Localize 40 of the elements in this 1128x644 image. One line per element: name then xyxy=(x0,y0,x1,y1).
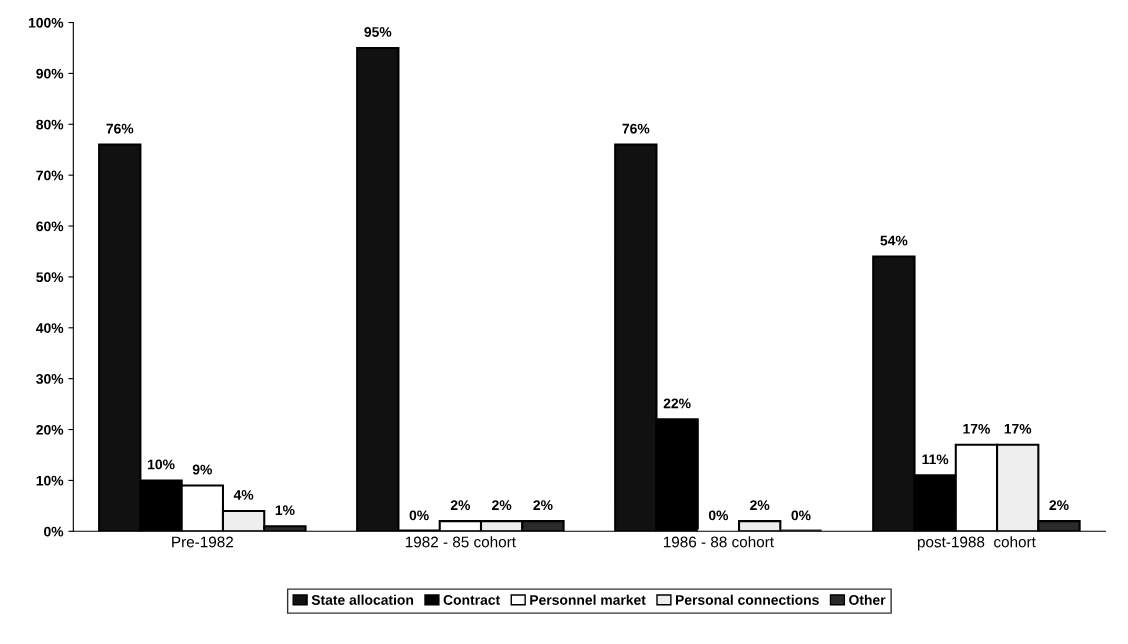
y-tick-label: 10% xyxy=(36,475,64,486)
y-tick-label: 80% xyxy=(36,119,64,130)
data-label: 0% xyxy=(409,510,429,521)
y-tick-label: 0% xyxy=(44,526,64,537)
data-label: 11% xyxy=(922,454,949,465)
y-tick-label: 30% xyxy=(36,374,64,384)
data-label: 17% xyxy=(1004,423,1032,434)
data-label: 4% xyxy=(233,490,254,500)
y-tick-label: 50% xyxy=(36,272,64,283)
x-tick-label: Pre-1982 xyxy=(172,536,233,548)
data-label: 2% xyxy=(1049,500,1069,511)
y-tick-label: 90% xyxy=(36,68,64,79)
legend-label: Other xyxy=(849,594,886,605)
y-tick-label: 70% xyxy=(36,170,64,181)
data-label: 2% xyxy=(492,500,512,511)
data-label: 10% xyxy=(148,459,175,470)
data-label: 76% xyxy=(106,123,134,134)
legend-label: State allocation xyxy=(311,594,414,605)
data-label: 2% xyxy=(533,500,553,511)
x-tick-label: 1982 - 85 cohort xyxy=(405,536,516,548)
data-label: 2% xyxy=(750,500,770,511)
data-label: 9% xyxy=(192,464,213,475)
y-tick-label: 40% xyxy=(36,323,64,333)
data-label: 76% xyxy=(622,123,650,134)
data-label: 0% xyxy=(791,510,811,521)
data-label: 54% xyxy=(880,235,908,246)
legend-label: Personal connections xyxy=(675,594,819,605)
data-label: 1% xyxy=(275,505,295,516)
y-tick-label: 60% xyxy=(36,221,64,232)
y-tick-label: 20% xyxy=(36,424,64,435)
data-label: 2% xyxy=(450,500,471,511)
y-tick-label: 100% xyxy=(28,17,64,28)
data-label: 95% xyxy=(364,27,392,37)
x-tick-label: post-1988 cohort xyxy=(917,536,1036,551)
legend-label: Contract xyxy=(443,595,500,605)
data-label: 22% xyxy=(663,398,691,409)
legend-label: Personnel market xyxy=(530,594,646,605)
data-label: 17% xyxy=(963,423,990,434)
x-tick-label: 1986 - 88 cohort xyxy=(663,536,774,548)
data-label: 0% xyxy=(708,510,729,521)
